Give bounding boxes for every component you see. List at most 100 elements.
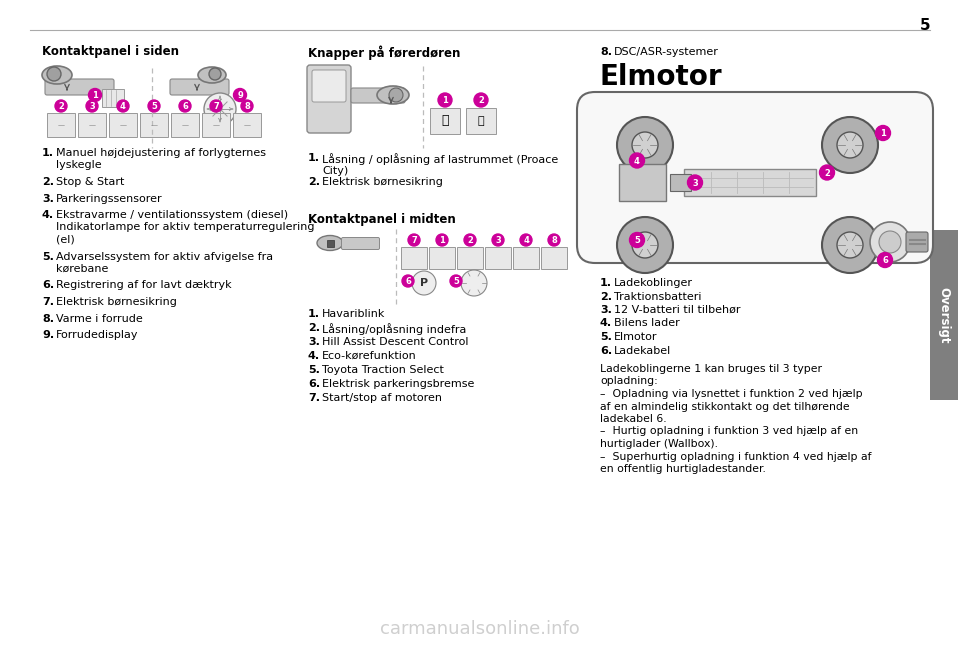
FancyBboxPatch shape (541, 247, 567, 269)
FancyBboxPatch shape (342, 238, 379, 249)
Circle shape (632, 132, 658, 158)
FancyBboxPatch shape (109, 113, 137, 137)
Text: lyskegle: lyskegle (56, 160, 102, 171)
Ellipse shape (317, 236, 343, 251)
Text: –  Superhurtig opladning i funktion 4 ved hjælp af: – Superhurtig opladning i funktion 4 ved… (600, 452, 872, 461)
Text: 5: 5 (453, 277, 459, 286)
Text: 3: 3 (89, 102, 95, 111)
Text: 2: 2 (824, 169, 830, 177)
Circle shape (520, 234, 532, 246)
FancyBboxPatch shape (466, 108, 496, 134)
Text: Toyota Traction Select: Toyota Traction Select (322, 365, 444, 375)
Text: 8: 8 (551, 236, 557, 245)
FancyBboxPatch shape (47, 113, 75, 137)
Circle shape (412, 271, 436, 295)
Text: Knapper på førerdøren: Knapper på førerdøren (308, 45, 461, 60)
Circle shape (837, 132, 863, 158)
Circle shape (402, 275, 414, 287)
Text: 2.: 2. (42, 177, 54, 187)
Text: Kontaktpanel i siden: Kontaktpanel i siden (42, 45, 179, 58)
Text: 12 V-batteri til tilbehør: 12 V-batteri til tilbehør (614, 305, 740, 315)
FancyBboxPatch shape (140, 113, 168, 137)
Text: —: — (119, 122, 127, 128)
Text: Oversigt: Oversigt (938, 287, 950, 343)
Text: DSC/ASR-systemer: DSC/ASR-systemer (614, 47, 719, 57)
Text: —: — (151, 122, 157, 128)
Circle shape (233, 88, 247, 101)
Circle shape (837, 232, 863, 258)
Text: Bilens lader: Bilens lader (614, 319, 680, 328)
Circle shape (88, 88, 102, 101)
Text: Indikatorlampe for aktiv temperaturregulering: Indikatorlampe for aktiv temperaturregul… (56, 223, 315, 232)
Circle shape (436, 234, 448, 246)
Text: –  Hurtig opladning i funktion 3 ved hjælp af en: – Hurtig opladning i funktion 3 ved hjæl… (600, 426, 858, 437)
Text: Eco-kørefunktion: Eco-kørefunktion (322, 351, 417, 361)
Text: 8: 8 (244, 102, 250, 111)
Circle shape (617, 117, 673, 173)
Circle shape (630, 153, 644, 168)
Text: 2: 2 (468, 236, 473, 245)
Ellipse shape (377, 86, 409, 104)
FancyBboxPatch shape (619, 164, 666, 201)
Text: Låsning/oplåsning indefra: Låsning/oplåsning indefra (322, 323, 467, 335)
Text: 2.: 2. (600, 291, 612, 302)
Text: 1: 1 (442, 96, 448, 105)
Circle shape (209, 68, 221, 80)
FancyBboxPatch shape (170, 79, 229, 95)
Circle shape (389, 88, 403, 102)
Circle shape (148, 100, 160, 112)
Circle shape (204, 93, 236, 125)
Text: 3.: 3. (42, 193, 54, 204)
Text: 8.: 8. (42, 313, 54, 323)
Text: 1: 1 (92, 91, 98, 100)
Circle shape (877, 252, 893, 267)
Circle shape (474, 93, 488, 107)
Text: 🚗: 🚗 (442, 114, 448, 127)
FancyBboxPatch shape (906, 232, 928, 252)
Circle shape (117, 100, 129, 112)
Circle shape (461, 270, 487, 296)
Circle shape (47, 67, 61, 81)
Text: 9.: 9. (42, 330, 54, 340)
Text: Hill Assist Descent Control: Hill Assist Descent Control (322, 337, 468, 347)
FancyBboxPatch shape (202, 113, 230, 137)
Text: af en almindelig stikkontakt og det tilhørende: af en almindelig stikkontakt og det tilh… (600, 402, 850, 411)
FancyBboxPatch shape (327, 240, 334, 247)
FancyBboxPatch shape (233, 113, 261, 137)
Circle shape (822, 117, 878, 173)
FancyBboxPatch shape (513, 247, 539, 269)
Text: carmanualsonline.info: carmanualsonline.info (380, 620, 580, 638)
Text: 5.: 5. (42, 252, 54, 262)
Text: City): City) (322, 165, 348, 175)
Text: 3.: 3. (600, 305, 612, 315)
Text: Havariblink: Havariblink (322, 309, 385, 319)
Text: 4.: 4. (42, 210, 54, 220)
Circle shape (870, 222, 910, 262)
Circle shape (687, 175, 703, 190)
Text: 6: 6 (882, 256, 888, 265)
Text: –  Opladning via lysnettet i funktion 2 ved hjælp: – Opladning via lysnettet i funktion 2 v… (600, 389, 863, 399)
Text: Elektrisk børnesikring: Elektrisk børnesikring (56, 297, 177, 307)
Text: 8.: 8. (600, 47, 612, 57)
Text: Elektrisk børnesikring: Elektrisk børnesikring (322, 177, 443, 187)
Circle shape (822, 217, 878, 273)
Text: 1.: 1. (308, 309, 320, 319)
Ellipse shape (198, 67, 226, 83)
FancyBboxPatch shape (78, 113, 106, 137)
Text: Parkeringssensorer: Parkeringssensorer (56, 193, 162, 204)
FancyBboxPatch shape (430, 108, 460, 134)
Text: Registrering af for lavt dæktryk: Registrering af for lavt dæktryk (56, 280, 231, 291)
Text: 7: 7 (411, 236, 417, 245)
Text: Advarselssystem for aktiv afvigelse fra: Advarselssystem for aktiv afvigelse fra (56, 252, 274, 262)
Circle shape (408, 234, 420, 246)
Text: 6: 6 (182, 102, 188, 111)
Text: 4: 4 (523, 236, 529, 245)
Text: 7.: 7. (42, 297, 54, 307)
FancyBboxPatch shape (312, 70, 346, 102)
FancyBboxPatch shape (307, 65, 351, 133)
Text: 6.: 6. (308, 379, 320, 389)
Text: kørebane: kørebane (56, 264, 108, 274)
Text: 1: 1 (880, 129, 886, 138)
FancyBboxPatch shape (351, 88, 405, 103)
Text: —: — (88, 122, 95, 128)
